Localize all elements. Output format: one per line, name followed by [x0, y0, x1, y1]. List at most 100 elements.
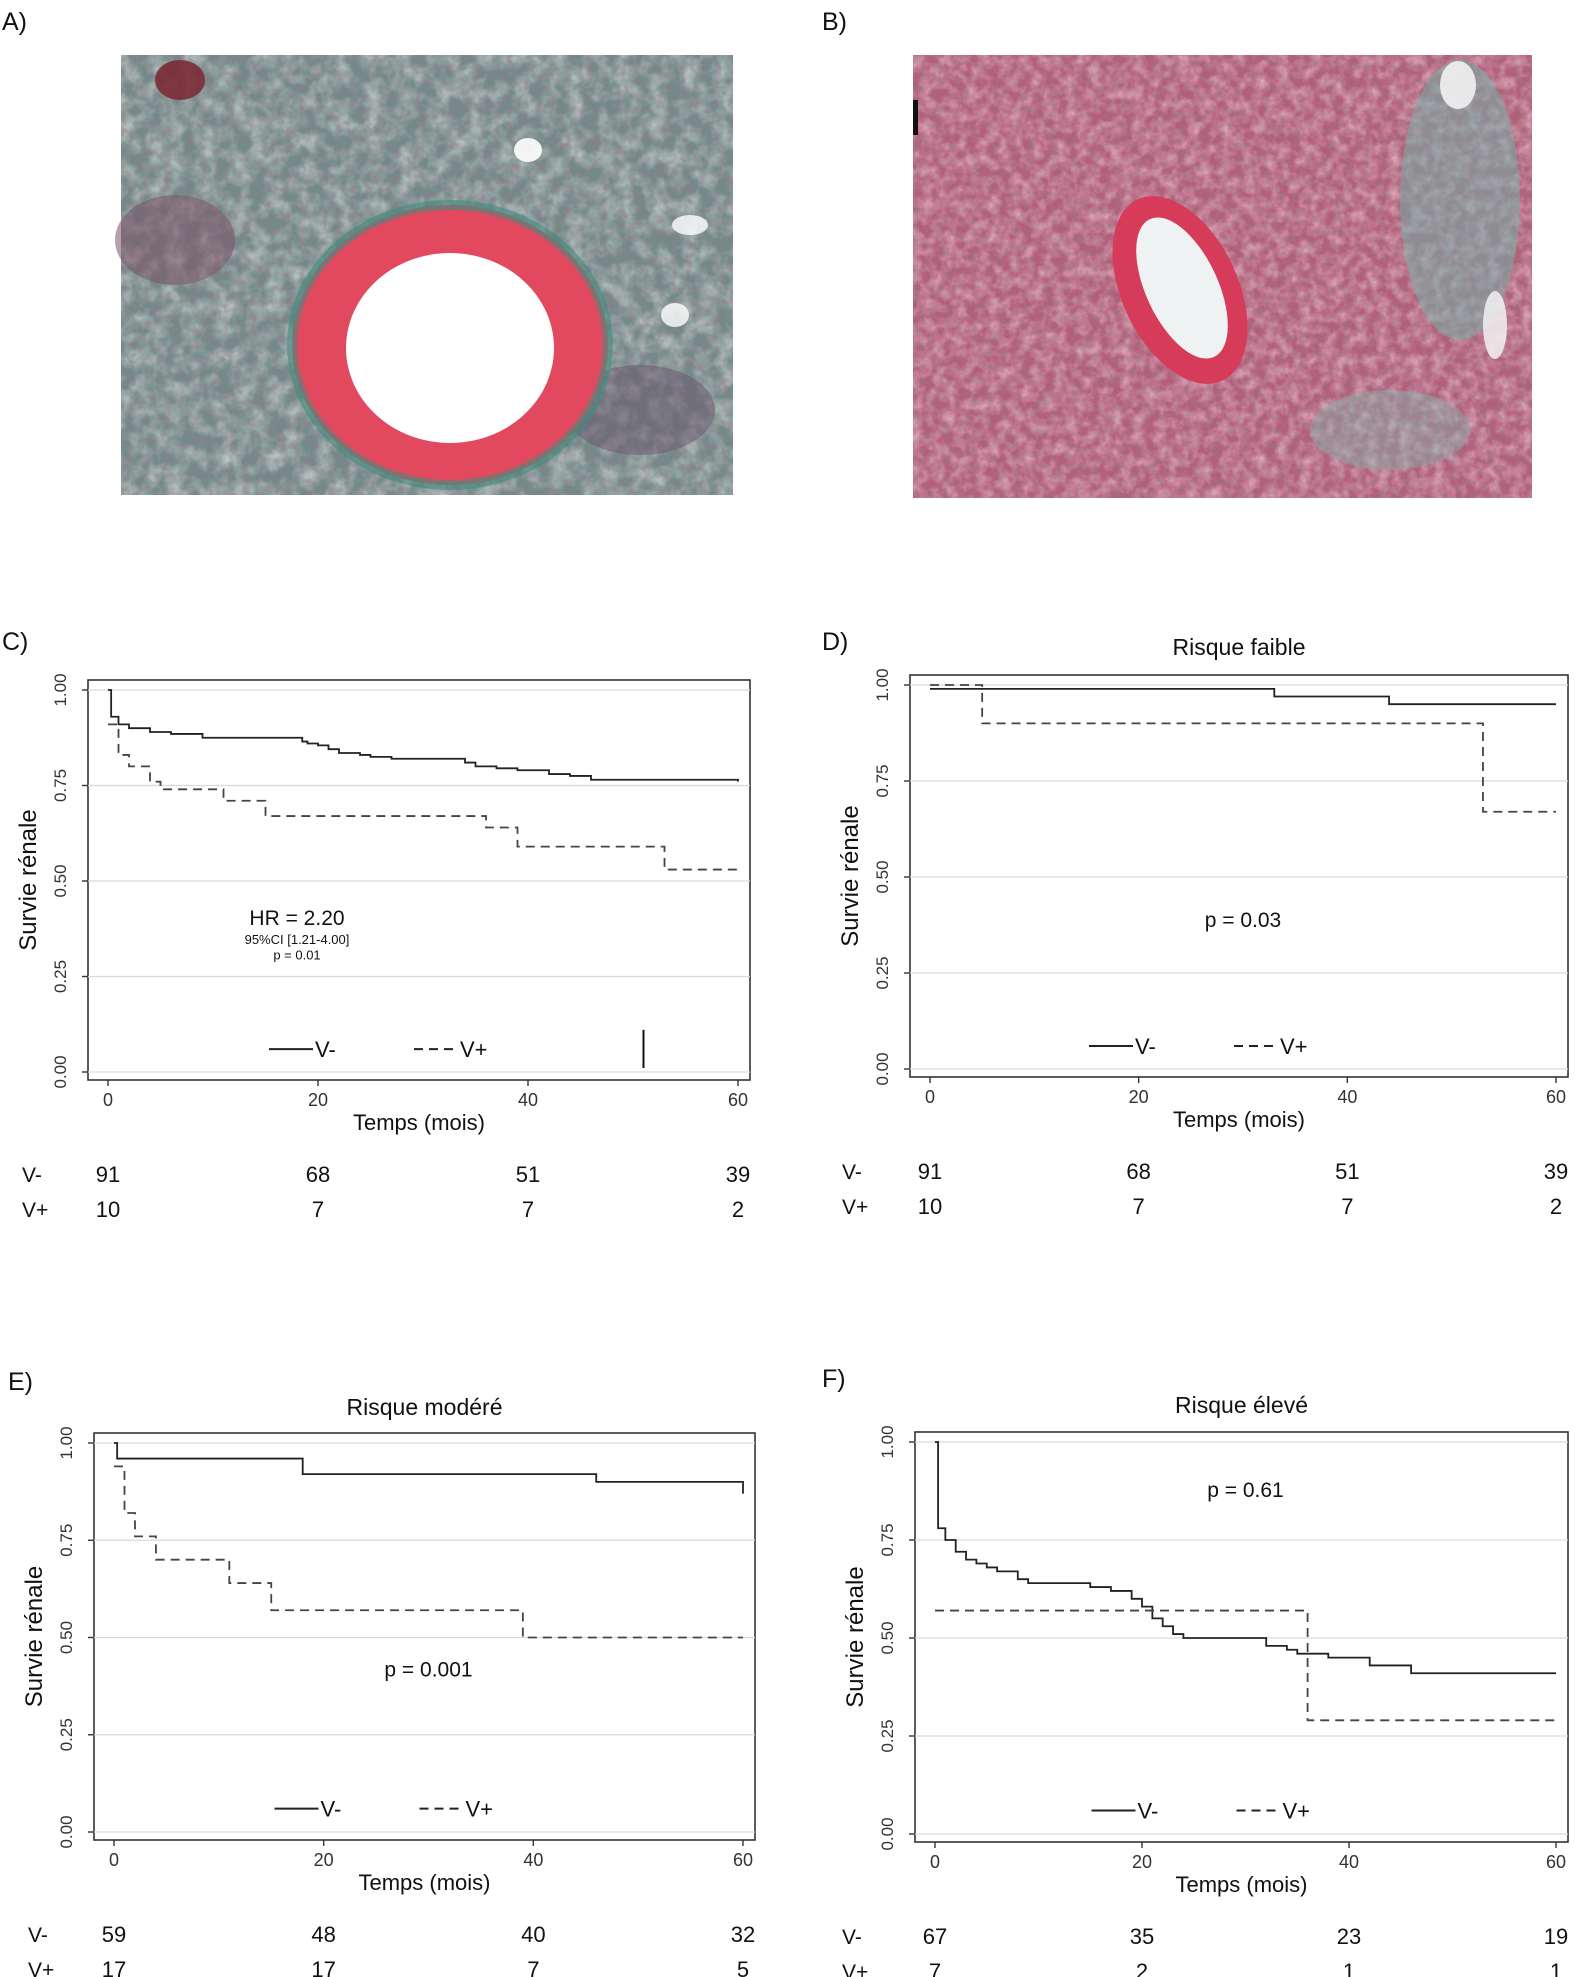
micrograph-a-vessel-wall-shade — [287, 200, 613, 490]
chart-title: Risque élevé — [1175, 1392, 1308, 1418]
risk-table-value: 39 — [1544, 1159, 1568, 1184]
chart-d: D) Risque faible 0.00 0.25 0.50 0.75 1.00 0 20 40… — [822, 628, 1569, 1219]
risk-table-value: 1 — [1343, 1959, 1355, 1977]
series-line-v-plus — [108, 723, 738, 871]
y-tick-label: 0.50 — [57, 1621, 76, 1654]
risk-table-row-label: V+ — [28, 1959, 54, 1977]
y-tick-label: 0.50 — [51, 864, 70, 897]
plot-frame — [914, 1431, 1569, 1843]
risk-table-row-label: V+ — [842, 1196, 868, 1219]
x-axis-label: Temps (mois) — [358, 1870, 490, 1895]
risk-table-value: 91 — [918, 1159, 942, 1184]
x-tick-label: 60 — [728, 1090, 748, 1110]
legend-label: V- — [321, 1797, 342, 1822]
annotation: p = 0.01 — [273, 947, 320, 962]
risk-table-value: 68 — [1126, 1159, 1150, 1184]
x-tick-label: 20 — [314, 1850, 334, 1870]
micrograph-b-stroma — [1400, 60, 1520, 340]
chart-f: F) Risque élevé 0.00 0.25 0.50 0.75 1.00 0 20 40 6… — [822, 1365, 1569, 1977]
risk-table-row-label: V- — [28, 1924, 48, 1947]
risk-table-value: 51 — [1335, 1159, 1359, 1184]
annotation: HR = 2.20 — [249, 907, 344, 930]
risk-table-value: 91 — [96, 1162, 120, 1187]
y-axis-label: Survie rénale — [15, 809, 42, 950]
x-tick-label: 20 — [1129, 1087, 1149, 1107]
series-line-v-minus — [935, 1441, 1556, 1675]
micrograph-b-stroma — [1310, 390, 1470, 470]
y-tick-label: 0.25 — [873, 956, 892, 989]
series-line-v-plus — [930, 684, 1556, 813]
y-axis-label: Survie rénale — [21, 1566, 48, 1707]
risk-table-value: 59 — [102, 1922, 126, 1947]
x-tick-label: 40 — [1339, 1852, 1359, 1872]
y-tick-label: 0.50 — [878, 1621, 897, 1654]
y-tick-label: 0.75 — [873, 764, 892, 797]
micrograph-a-small-lumen — [514, 138, 542, 162]
risk-table-value: 7 — [1341, 1194, 1353, 1219]
series-line-v-plus — [114, 1465, 743, 1639]
y-tick-label: 0.25 — [878, 1719, 897, 1752]
y-tick-label: 0.25 — [51, 960, 70, 993]
legend-label: V+ — [1280, 1034, 1308, 1059]
x-tick-label: 0 — [925, 1087, 935, 1107]
x-tick-label: 60 — [733, 1850, 753, 1870]
risk-table-value: 17 — [102, 1957, 126, 1977]
x-tick-label: 60 — [1546, 1087, 1566, 1107]
y-tick-label: 0.00 — [57, 1815, 76, 1848]
x-tick-label: 20 — [308, 1090, 328, 1110]
x-tick-label: 40 — [518, 1090, 538, 1110]
legend-label: V+ — [460, 1037, 488, 1062]
x-axis-label: Temps (mois) — [1175, 1872, 1307, 1897]
chart-title: Risque modéré — [347, 1394, 503, 1420]
x-tick-label: 40 — [1337, 1087, 1357, 1107]
panel-letter: E) — [8, 1368, 33, 1396]
risk-table-value: 5 — [737, 1957, 749, 1977]
risk-table-value: 51 — [516, 1162, 540, 1187]
risk-table-row-label: V- — [22, 1164, 42, 1187]
legend-label: V- — [1135, 1034, 1156, 1059]
annotation: p = 0.001 — [384, 1658, 472, 1681]
risk-table-value: 32 — [731, 1922, 755, 1947]
risk-table-value: 2 — [1136, 1959, 1148, 1977]
legend-label: V+ — [466, 1797, 494, 1822]
legend-label: V- — [1138, 1798, 1159, 1823]
micrograph-b-edge-mark — [913, 100, 918, 135]
annotation: p = 0.61 — [1207, 1479, 1283, 1502]
risk-table-value: 7 — [929, 1959, 941, 1977]
y-tick-label: 0.75 — [51, 769, 70, 802]
x-tick-label: 0 — [930, 1852, 940, 1872]
risk-table-value: 10 — [918, 1194, 942, 1219]
risk-table-value: 40 — [521, 1922, 545, 1947]
y-tick-label: 0.75 — [878, 1523, 897, 1556]
y-tick-label: 0.25 — [57, 1718, 76, 1751]
x-tick-label: 40 — [523, 1850, 543, 1870]
micrograph-a-tissue-patch — [155, 60, 205, 100]
panel-letter-b: B) — [822, 8, 847, 36]
y-tick-label: 0.75 — [57, 1524, 76, 1557]
risk-table-value: 2 — [1550, 1194, 1562, 1219]
y-tick-label: 0.00 — [878, 1817, 897, 1850]
risk-table-value: 35 — [1130, 1924, 1154, 1949]
risk-table-value: 1 — [1550, 1959, 1562, 1977]
x-tick-label: 0 — [109, 1850, 119, 1870]
y-axis-label: Survie rénale — [837, 805, 864, 946]
risk-table-row-label: V+ — [22, 1199, 48, 1222]
micrograph-b — [913, 55, 1532, 498]
risk-table-value: 67 — [923, 1924, 947, 1949]
micrograph-b-small-lumen — [1483, 291, 1507, 359]
y-axis-label: Survie rénale — [842, 1566, 869, 1707]
risk-table-value: 7 — [312, 1197, 324, 1222]
legend-label: V- — [315, 1037, 336, 1062]
micrograph-b-small-lumen — [1440, 61, 1476, 109]
risk-table-value: 10 — [96, 1197, 120, 1222]
chart-e: E) Risque modéré 0.00 0.25 0.50 0.75 1.00 0 20 40… — [8, 1368, 756, 1977]
micrograph-a-small-lumen — [661, 303, 689, 327]
x-tick-label: 0 — [103, 1090, 113, 1110]
micrograph-a-small-lumen — [672, 215, 708, 235]
legend-label: V+ — [1283, 1798, 1311, 1823]
y-tick-label: 1.00 — [878, 1425, 897, 1458]
plot-frame — [87, 679, 751, 1081]
x-axis-label: Temps (mois) — [353, 1110, 485, 1135]
panel-letter-a: A) — [2, 8, 27, 36]
